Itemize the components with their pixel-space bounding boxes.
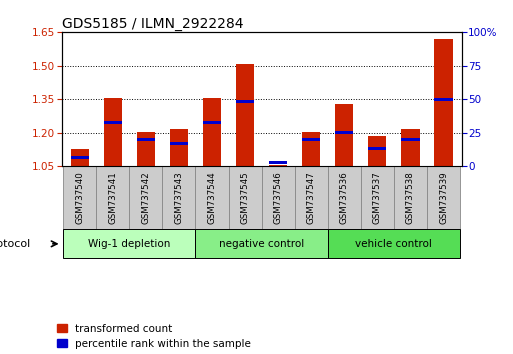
FancyBboxPatch shape — [195, 229, 328, 258]
Text: GSM737545: GSM737545 — [241, 171, 250, 224]
Bar — [302, 138, 320, 141]
Text: protocol: protocol — [0, 239, 30, 249]
Text: Wig-1 depletion: Wig-1 depletion — [88, 239, 170, 249]
Bar — [104, 121, 122, 124]
FancyBboxPatch shape — [229, 166, 262, 229]
Bar — [71, 155, 89, 159]
Text: GSM737546: GSM737546 — [273, 171, 283, 224]
Text: GSM737541: GSM737541 — [108, 171, 117, 224]
Text: negative control: negative control — [219, 239, 304, 249]
Bar — [302, 132, 320, 166]
Text: GSM737538: GSM737538 — [406, 171, 415, 224]
Bar — [170, 142, 188, 145]
Text: GSM737537: GSM737537 — [373, 171, 382, 224]
Text: GDS5185 / ILMN_2922284: GDS5185 / ILMN_2922284 — [62, 17, 243, 31]
Text: GSM737536: GSM737536 — [340, 171, 349, 224]
FancyBboxPatch shape — [163, 166, 195, 229]
Bar — [269, 161, 287, 164]
Text: vehicle control: vehicle control — [356, 239, 432, 249]
FancyBboxPatch shape — [394, 166, 427, 229]
Bar — [203, 98, 221, 166]
Text: GSM737540: GSM737540 — [75, 171, 84, 224]
Text: GSM737543: GSM737543 — [174, 171, 184, 224]
FancyBboxPatch shape — [195, 166, 229, 229]
Bar — [236, 101, 254, 103]
FancyBboxPatch shape — [427, 166, 460, 229]
Bar — [236, 64, 254, 166]
Bar — [401, 138, 420, 141]
Bar — [203, 121, 221, 124]
Bar — [137, 138, 155, 141]
FancyBboxPatch shape — [262, 166, 294, 229]
Bar — [137, 132, 155, 166]
FancyBboxPatch shape — [328, 229, 460, 258]
FancyBboxPatch shape — [328, 166, 361, 229]
Bar — [368, 136, 386, 166]
FancyBboxPatch shape — [63, 229, 195, 258]
Bar — [435, 98, 452, 101]
Text: GSM737547: GSM737547 — [307, 171, 315, 224]
Bar — [335, 131, 353, 134]
FancyBboxPatch shape — [96, 166, 129, 229]
FancyBboxPatch shape — [361, 166, 394, 229]
Bar — [368, 148, 386, 150]
Text: GSM737544: GSM737544 — [208, 171, 216, 224]
Text: GSM737542: GSM737542 — [142, 171, 150, 224]
Legend: transformed count, percentile rank within the sample: transformed count, percentile rank withi… — [56, 324, 251, 349]
Bar — [335, 104, 353, 166]
Bar — [104, 98, 122, 166]
FancyBboxPatch shape — [63, 166, 96, 229]
Text: GSM737539: GSM737539 — [439, 172, 448, 224]
FancyBboxPatch shape — [129, 166, 163, 229]
Bar — [170, 130, 188, 166]
Bar — [71, 149, 89, 166]
Bar — [435, 39, 452, 166]
FancyBboxPatch shape — [294, 166, 328, 229]
Bar — [401, 130, 420, 166]
Bar — [269, 165, 287, 166]
